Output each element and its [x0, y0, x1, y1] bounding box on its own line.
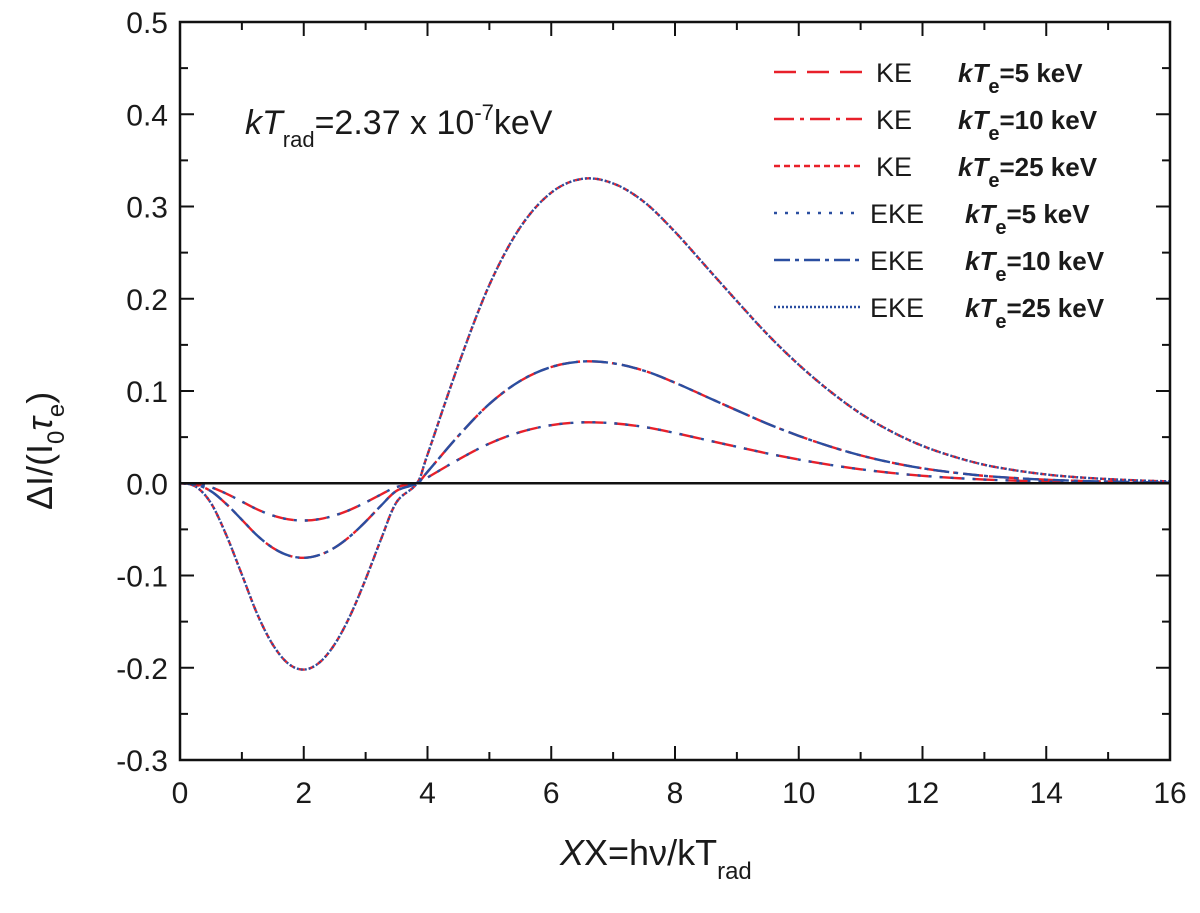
y-tick-label: 0.2 — [126, 284, 168, 317]
temperature-annotation: kTrad=2.37 x 10-7keV — [245, 100, 553, 152]
tick-labels: 0 2 4 6 8 10 12 14 16 -0.3 -0.2 -0.1 0.0 0.1 0.2 0.3 0.4… — [116, 7, 1186, 810]
legend-temp-label: kTe=25 keV — [958, 152, 1098, 192]
x-tick-label: 0 — [172, 777, 189, 810]
legend-temp-label: kTe=10 keV — [965, 246, 1105, 286]
legend-temp-label: kTe=5 keV — [958, 58, 1083, 98]
x-tick-label: 8 — [667, 777, 684, 810]
plot-frame — [178, 20, 1172, 762]
x-tick-label: 4 — [419, 777, 436, 810]
legend-model-label: EKE — [870, 199, 924, 229]
series-layer — [179, 177, 1171, 671]
legend-temp-label: kTe=5 keV — [965, 199, 1090, 239]
y-tick-label: 0.0 — [126, 468, 168, 501]
legend-model-label: EKE — [870, 246, 924, 276]
legend-temp-label: kTe=25 keV — [965, 293, 1105, 333]
y-tick-label: 0.3 — [126, 192, 168, 225]
legend-model-label: EKE — [870, 293, 924, 323]
y-tick-label: 0.5 — [126, 7, 168, 40]
y-tick-label: 0.1 — [126, 376, 168, 409]
series-line-ke-1 — [179, 360, 1171, 559]
x-axis-title: XX=hν/kTrad — [559, 832, 752, 885]
y-tick-label: -0.2 — [116, 653, 168, 686]
legend-model-label: KE — [876, 152, 912, 182]
x-tick-label: 16 — [1153, 777, 1186, 810]
series-line-eke-0 — [179, 421, 1171, 522]
legend-temp-label: kTe=10 keV — [958, 105, 1098, 145]
legend: KE kTe=5 keV KE kTe=10 keV KE kTe=25 keV EKE kT… — [774, 58, 1105, 333]
x-tick-label: 6 — [543, 777, 560, 810]
y-tick-label: -0.3 — [116, 745, 168, 778]
series-line-eke-2 — [179, 177, 1171, 671]
x-tick-label: 12 — [906, 777, 939, 810]
x-tick-label: 14 — [1030, 777, 1063, 810]
legend-model-label: KE — [876, 58, 912, 88]
legend-model-label: KE — [876, 105, 912, 135]
series-line-eke-1 — [179, 360, 1171, 559]
x-tick-label: 10 — [782, 777, 815, 810]
y-axis-title: ΔI/(I0τe) — [19, 392, 70, 510]
x-tick-label: 2 — [295, 777, 312, 810]
y-tick-label: -0.1 — [116, 561, 168, 594]
y-tick-label: 0.4 — [126, 99, 168, 132]
plot-area — [180, 22, 1170, 760]
series-line-ke-2 — [179, 177, 1171, 671]
